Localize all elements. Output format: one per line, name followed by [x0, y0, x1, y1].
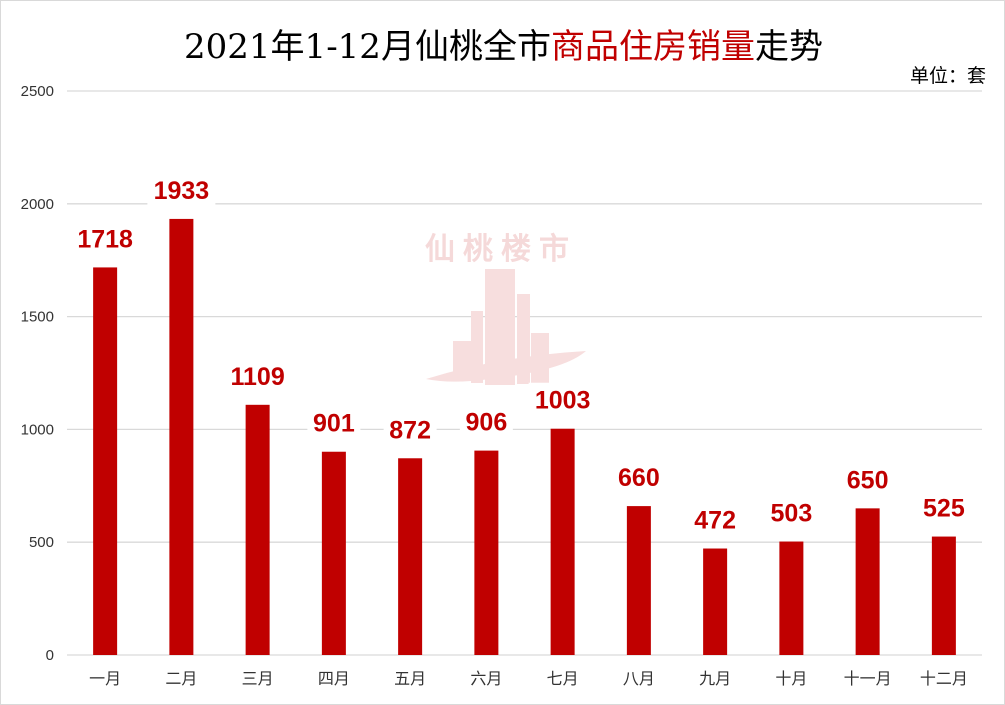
x-tick-label: 十月 [775, 669, 807, 688]
x-tick-label: 十一月 [844, 669, 892, 688]
data-label: 650 [847, 466, 889, 494]
data-label: 660 [618, 464, 660, 492]
data-label-background [764, 495, 818, 530]
x-tick-label: 一月 [89, 669, 121, 688]
bar [626, 506, 651, 655]
y-tick-label: 2500 [21, 83, 54, 100]
title-part-2: 走势 [754, 27, 823, 67]
data-label: 1933 [154, 177, 210, 205]
data-label-background [612, 460, 666, 495]
data-label-background [223, 358, 292, 393]
data-label-background [459, 404, 513, 439]
watermark-logo-icon [426, 269, 586, 385]
data-label-background [383, 412, 437, 447]
x-tick-label: 十二月 [920, 669, 968, 688]
bar [245, 404, 270, 655]
x-tick-label: 四月 [318, 669, 350, 688]
y-tick-label: 0 [46, 647, 54, 664]
title-highlight: 商品住房销量 [550, 27, 755, 67]
data-label-background [688, 502, 742, 537]
data-label: 525 [923, 495, 965, 523]
unit-label: 单位：套 [909, 65, 986, 87]
bar [398, 458, 423, 655]
bar [855, 508, 880, 655]
bar [779, 541, 804, 655]
data-label: 901 [313, 410, 355, 438]
x-tick-label: 六月 [470, 669, 502, 688]
data-label-background [528, 382, 597, 417]
x-tick-label: 七月 [547, 669, 579, 688]
bar [550, 428, 575, 655]
y-tick-label: 500 [29, 534, 54, 551]
data-label-background [917, 490, 971, 525]
data-label-background [71, 221, 140, 256]
y-tick-label: 1000 [21, 421, 54, 438]
bar [703, 548, 728, 655]
data-label: 906 [466, 409, 508, 437]
watermark-text: 仙桃楼市 [425, 232, 577, 267]
data-label: 872 [389, 416, 431, 444]
data-label-background [307, 405, 361, 440]
data-label: 1109 [231, 363, 285, 391]
x-tick-label: 五月 [394, 669, 426, 688]
y-tick-label: 1500 [21, 309, 54, 326]
y-tick-label: 2000 [21, 196, 54, 213]
title-part-1: 2021年1-12月仙桃全市 [184, 27, 551, 67]
data-label: 472 [694, 507, 736, 535]
data-label: 1003 [535, 387, 591, 415]
x-tick-label: 二月 [165, 669, 197, 688]
data-label-background [841, 462, 895, 497]
chart-title: 2021年1-12月仙桃全市商品住房销量走势 [1, 19, 1004, 68]
data-label: 1718 [77, 225, 133, 253]
bar [931, 536, 956, 655]
bar [169, 218, 194, 655]
bar [321, 451, 346, 655]
x-tick-label: 三月 [242, 669, 274, 688]
bar [93, 267, 118, 655]
bar [474, 450, 499, 655]
data-label-background [147, 172, 216, 207]
data-label: 503 [771, 500, 813, 528]
x-tick-label: 九月 [699, 669, 731, 688]
x-tick-label: 八月 [623, 669, 655, 688]
